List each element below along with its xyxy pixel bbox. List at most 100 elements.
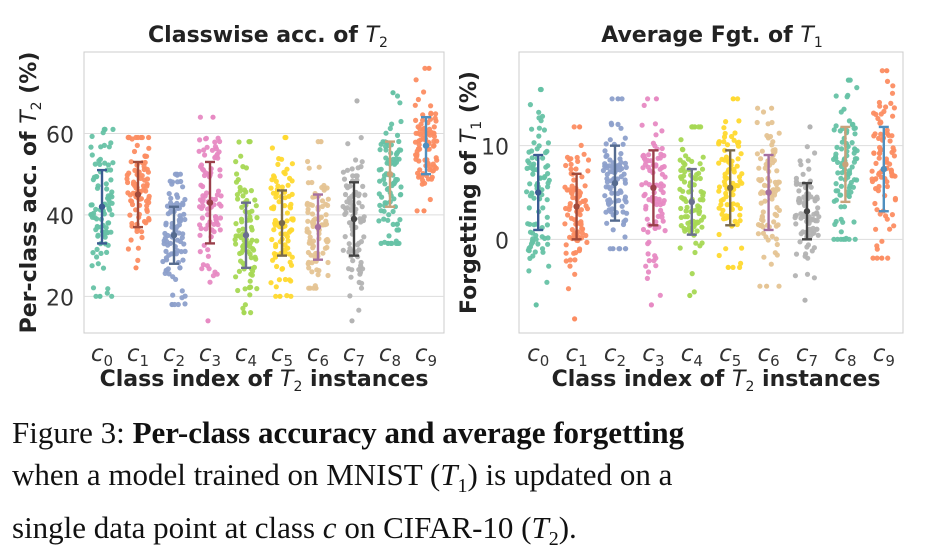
data-point [582, 183, 588, 189]
data-point [323, 212, 329, 218]
data-point [252, 197, 258, 203]
data-point [95, 233, 101, 239]
data-point [851, 219, 857, 225]
data-point [125, 246, 131, 252]
data-point [604, 220, 610, 226]
data-point [793, 221, 799, 227]
data-point [736, 174, 743, 180]
data-point [802, 253, 808, 259]
data-point [417, 126, 423, 132]
data-point [874, 243, 880, 249]
data-point [721, 139, 727, 145]
data-point [350, 258, 356, 264]
data-point [731, 169, 737, 175]
data-point [179, 235, 185, 241]
data-point [578, 142, 584, 148]
data-point [878, 147, 884, 153]
data-point [144, 203, 150, 209]
data-point [163, 255, 169, 261]
errorbar-mean [688, 198, 695, 206]
data-point [282, 203, 288, 209]
data-point [93, 293, 99, 299]
data-point [876, 99, 883, 106]
data-point [792, 273, 799, 279]
data-point [241, 187, 248, 193]
data-point [768, 261, 774, 267]
data-point [282, 276, 288, 283]
data-point [428, 103, 434, 109]
data-point [287, 259, 293, 265]
data-point [737, 212, 743, 218]
data-point [838, 175, 844, 181]
data-point [801, 201, 807, 207]
data-point [527, 181, 533, 187]
data-point [396, 138, 402, 145]
data-point [170, 274, 176, 280]
data-point [347, 293, 353, 299]
y-axis-label: Per-class acc. of T2 (%) [17, 52, 45, 334]
data-point [179, 288, 185, 294]
x-axis-label: Class index of T2 instances [552, 367, 881, 395]
data-point [93, 227, 99, 233]
data-point [623, 199, 629, 205]
data-point [761, 254, 767, 260]
data-point [563, 258, 569, 264]
data-point [622, 234, 628, 240]
data-point [391, 181, 397, 187]
data-point [645, 241, 651, 247]
data-point-min [385, 240, 391, 246]
data-point [652, 143, 658, 149]
data-point [844, 94, 850, 100]
data-point [342, 211, 348, 217]
data-point [873, 226, 879, 232]
data-point [757, 283, 763, 289]
data-point [431, 138, 437, 144]
data-point [646, 258, 652, 264]
data-point [248, 188, 254, 194]
data-point [398, 147, 404, 153]
data-point [644, 216, 650, 222]
data-point [572, 271, 578, 277]
data-point [697, 161, 703, 167]
strip-c6 [304, 139, 331, 291]
data-point [769, 233, 775, 239]
data-point [884, 78, 891, 84]
data-point [617, 156, 623, 162]
panel-average-forgetting: 0 10 c0 c1 c2 c3 c4 c5 c6 c7 c8 c9 Average Fgt. of T… [457, 23, 904, 395]
data-point [390, 221, 396, 227]
data-point [546, 263, 552, 269]
data-point-max [426, 65, 432, 71]
data-point [180, 184, 186, 190]
data-point [386, 233, 392, 239]
data-point [774, 241, 780, 248]
data-point [577, 246, 583, 252]
data-point [758, 190, 764, 196]
data-point [869, 168, 875, 174]
data-point [684, 214, 691, 220]
data-point [417, 131, 423, 137]
data-point [88, 144, 94, 150]
data-point [622, 246, 629, 252]
data-point [412, 139, 419, 145]
data-point [360, 183, 366, 189]
data-point [873, 160, 879, 166]
data-point [361, 234, 367, 240]
data-point [609, 96, 615, 102]
data-point [306, 285, 312, 291]
data-point [652, 121, 659, 127]
data-point [739, 245, 745, 251]
data-point [346, 241, 352, 247]
data-point [776, 130, 782, 136]
data-point [870, 255, 876, 261]
data-point [879, 68, 885, 74]
data-point [356, 307, 362, 313]
data-point [759, 148, 765, 154]
strip-c0 [88, 126, 116, 299]
data-point [874, 255, 880, 261]
data-point [413, 77, 419, 83]
data-point [286, 193, 292, 199]
data-point-min [97, 293, 103, 299]
data-point [609, 190, 615, 196]
data-point [167, 209, 173, 215]
data-point [392, 160, 398, 166]
